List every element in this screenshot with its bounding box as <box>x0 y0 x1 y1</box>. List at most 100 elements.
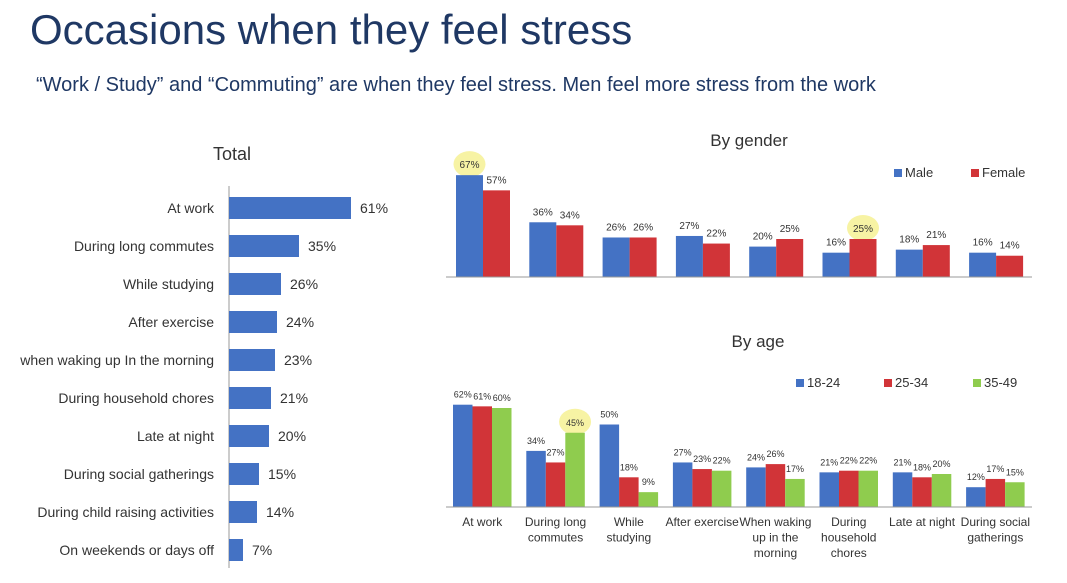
age-category-label: commutes <box>528 531 583 545</box>
total-value-label: 61% <box>360 200 388 216</box>
age-value-label: 20% <box>933 459 951 469</box>
gender-value-label: 27% <box>679 221 699 232</box>
total-bar-during-child-raising-activities <box>229 501 257 523</box>
age-category-label: up in the <box>752 531 798 545</box>
gender-value-label: 26% <box>606 222 626 233</box>
gender-value-label: 26% <box>633 222 653 233</box>
age-highlight-marker <box>559 408 592 435</box>
total-bar-when-waking-up-in-the-morning <box>229 349 275 371</box>
age-bar-35-49-during-household-chores <box>858 470 878 507</box>
age-category-label: gatherings <box>967 531 1023 545</box>
total-category-label: At work <box>167 200 215 216</box>
age-legend-swatch-18-24 <box>796 379 804 387</box>
total-chart: Total At work 61% During long commutes 35% Wh… <box>19 144 388 568</box>
age-value-label: 12% <box>967 472 985 482</box>
age-bar-18-24-at-work <box>453 404 473 507</box>
age-value-label: 34% <box>527 436 545 446</box>
age-category-label: studying <box>606 531 651 545</box>
total-value-label: 35% <box>308 238 336 254</box>
age-value-label: 23% <box>693 454 711 464</box>
age-value-label: 24% <box>747 452 765 462</box>
age-value-label: 62% <box>454 390 472 400</box>
total-chart-title: Total <box>213 144 251 164</box>
age-category-label: During social <box>961 515 1030 529</box>
age-bar-18-24-during-long-commutes <box>526 450 546 507</box>
age-value-label: 22% <box>840 456 858 466</box>
age-chart: By age 18-24 25-34 35-49 62% 61% 60% At work 34%… <box>446 332 1032 560</box>
age-bar-18-24-late-at-night <box>892 472 913 507</box>
gender-value-label: 34% <box>560 210 580 221</box>
age-category-label: Late at night <box>889 515 956 529</box>
age-bar-18-24-during-household-chores <box>819 472 839 507</box>
age-bar-35-49-when-waking-up-in-the-morning <box>785 478 805 507</box>
total-category-label: During social gatherings <box>64 466 214 482</box>
age-bar-25-34-while-studying <box>619 477 639 507</box>
age-bar-25-34-when-waking-up-in-the-morning <box>765 464 786 507</box>
age-value-label: 60% <box>493 393 511 403</box>
age-bar-25-34-at-work <box>472 406 492 507</box>
age-bar-18-24-during-social-gatherings <box>966 487 986 507</box>
gender-bar-male-during-long-commutes <box>529 222 557 277</box>
total-value-label: 23% <box>284 352 312 368</box>
age-value-label: 17% <box>986 464 1004 474</box>
gender-bar-male-when-waking-up-in-the-morning <box>749 246 777 277</box>
age-legend-swatch-25-34 <box>884 379 892 387</box>
age-legend-label: 25-34 <box>895 375 928 390</box>
total-bar-on-weekends-or-days-off <box>229 539 243 561</box>
age-category-label: During <box>831 515 866 529</box>
gender-value-label: 57% <box>486 175 506 186</box>
age-value-label: 18% <box>620 462 638 472</box>
total-value-label: 26% <box>290 276 318 292</box>
age-category-label: household <box>821 531 876 545</box>
gender-bar-female-during-household-chores <box>849 239 877 277</box>
total-value-label: 7% <box>252 542 272 558</box>
age-bar-18-24-while-studying <box>599 424 620 507</box>
gender-value-label: 14% <box>1000 241 1020 252</box>
age-bar-35-49-late-at-night <box>931 474 952 507</box>
gender-bar-female-during-long-commutes <box>556 225 584 277</box>
gender-value-label: 67% <box>459 160 479 171</box>
age-chart-title: By age <box>732 332 785 351</box>
page-title: Occasions when they feel stress <box>30 6 633 53</box>
age-category-label: During long <box>525 515 586 529</box>
age-category-label: chores <box>831 546 867 560</box>
gender-chart: By gender Male Female 67% 57% 36% 34% 26% 26% 27%… <box>446 131 1032 278</box>
age-bar-25-34-during-household-chores <box>839 470 859 507</box>
age-value-label: 22% <box>713 456 731 466</box>
gender-chart-title: By gender <box>710 131 788 150</box>
age-value-label: 27% <box>547 447 565 457</box>
age-legend-label: 18-24 <box>807 375 840 390</box>
age-bar-18-24-after-exercise <box>672 462 693 507</box>
age-value-label: 27% <box>674 447 692 457</box>
age-bar-25-34-during-long-commutes <box>545 462 566 507</box>
total-bar-after-exercise <box>229 311 277 333</box>
age-value-label: 21% <box>894 457 912 467</box>
age-category-label: After exercise <box>665 515 739 529</box>
age-value-label: 21% <box>820 457 838 467</box>
gender-bar-female-at-work <box>483 190 510 277</box>
total-value-label: 14% <box>266 504 294 520</box>
gender-bar-female-late-at-night <box>922 245 950 277</box>
gender-bar-male-during-household-chores <box>822 252 850 277</box>
gender-bar-female-after-exercise <box>702 243 730 277</box>
total-value-label: 21% <box>280 390 308 406</box>
total-value-label: 24% <box>286 314 314 330</box>
age-bar-35-49-after-exercise <box>711 470 732 507</box>
total-value-label: 20% <box>278 428 306 444</box>
gender-value-label: 18% <box>899 235 919 246</box>
age-bar-35-49-while-studying <box>638 492 659 507</box>
age-bar-25-34-during-social-gatherings <box>985 478 1006 507</box>
total-category-label: During long commutes <box>74 238 214 254</box>
total-category-label: After exercise <box>128 314 214 330</box>
total-bar-while-studying <box>229 273 281 295</box>
age-value-label: 17% <box>786 464 804 474</box>
age-value-label: 18% <box>913 462 931 472</box>
gender-value-label: 25% <box>780 224 800 235</box>
gender-value-label: 36% <box>533 207 553 218</box>
gender-legend-swatch-female <box>971 169 979 177</box>
gender-value-label: 16% <box>826 238 846 249</box>
gender-value-label: 16% <box>973 238 993 249</box>
age-bar-25-34-after-exercise <box>692 469 712 507</box>
gender-bar-male-late-at-night <box>895 249 923 277</box>
